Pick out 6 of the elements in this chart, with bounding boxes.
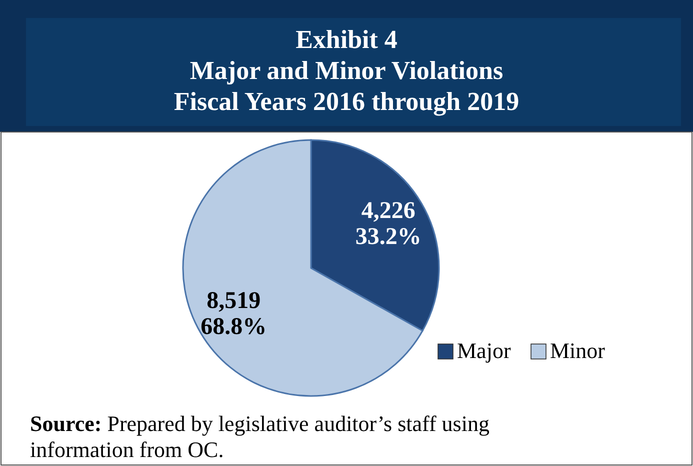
data-label: 4,226 33.2% xyxy=(355,198,422,250)
legend-label: Major xyxy=(457,338,512,363)
data-label: 8,519 68.8% xyxy=(200,288,267,340)
legend-label: Minor xyxy=(550,338,606,363)
chart-title: Exhibit 4 Major and Minor Violations Fiscal Years 2016 through 2019 xyxy=(174,25,520,116)
source-note: Source: Prepared by legislative auditor’s staff using information from OC. xyxy=(30,411,490,462)
